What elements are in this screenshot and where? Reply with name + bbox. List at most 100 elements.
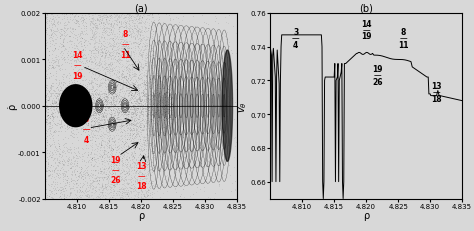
Point (66, 39, 74, 43)
Point (112, 45, 119, 49)
Point (141, 142, 148, 146)
Point (58, 63, 65, 67)
Point (194, 125, 201, 129)
Point (133, 67, 140, 70)
Point (138, 177, 146, 181)
Point (87, 80, 95, 84)
Point (128, 19, 136, 22)
Point (60, 113, 67, 117)
Point (152, 89, 160, 93)
Point (232, 32, 240, 36)
Point (56, 188, 64, 192)
Point (142, 96, 150, 100)
Point (132, 80, 139, 84)
Point (162, 107, 169, 111)
Point (82, 188, 89, 192)
Point (105, 56, 113, 60)
Point (62, 170, 70, 174)
Point (123, 13, 131, 17)
Point (124, 173, 132, 177)
Point (109, 148, 117, 152)
Point (114, 46, 121, 49)
Point (155, 35, 163, 38)
Point (96, 129, 103, 132)
Point (92, 176, 100, 180)
Point (104, 167, 112, 170)
Point (90, 87, 97, 91)
Point (107, 22, 115, 26)
Point (142, 98, 150, 102)
Point (48, 154, 55, 158)
Point (67, 62, 75, 66)
Point (113, 51, 121, 54)
Point (69, 156, 77, 160)
Point (109, 63, 116, 66)
Point (108, 115, 115, 118)
Point (161, 125, 168, 129)
Point (123, 158, 130, 162)
Point (90, 31, 97, 34)
Point (145, 61, 153, 64)
Point (134, 20, 141, 24)
Point (141, 142, 148, 146)
Point (50, 169, 57, 173)
Point (73, 182, 80, 186)
Point (99, 118, 107, 121)
Point (109, 117, 117, 120)
Point (139, 148, 147, 152)
Point (136, 106, 144, 110)
Point (165, 136, 173, 140)
Point (198, 14, 206, 18)
Point (136, 78, 144, 82)
Point (101, 140, 109, 144)
Point (73, 45, 81, 49)
Point (140, 124, 147, 128)
Point (83, 82, 91, 86)
Point (100, 28, 108, 32)
Point (50, 19, 58, 23)
Point (231, 135, 239, 139)
Point (43, 13, 51, 16)
Point (86, 24, 94, 27)
Point (137, 126, 144, 130)
Point (179, 59, 187, 63)
Point (47, 144, 55, 147)
Point (128, 118, 136, 122)
Point (151, 165, 158, 169)
Point (61, 161, 69, 164)
Point (89, 179, 96, 182)
Point (110, 45, 118, 49)
Point (70, 47, 78, 51)
Point (59, 176, 67, 179)
Point (137, 119, 144, 123)
Point (54, 65, 61, 69)
Point (51, 102, 59, 105)
Point (50, 116, 57, 119)
Point (130, 25, 138, 28)
Point (92, 110, 100, 113)
Point (114, 55, 122, 59)
Point (163, 117, 170, 121)
Point (144, 194, 151, 197)
Point (121, 23, 129, 27)
Point (43, 114, 50, 118)
Point (136, 76, 144, 80)
Point (148, 90, 155, 94)
Point (91, 160, 99, 163)
Point (118, 63, 126, 67)
Point (136, 160, 144, 164)
Point (87, 21, 95, 25)
Point (87, 97, 94, 101)
Point (104, 168, 111, 171)
Point (91, 120, 99, 124)
Point (107, 118, 115, 121)
Point (142, 189, 150, 193)
Point (50, 21, 58, 25)
Point (61, 104, 68, 107)
Point (67, 148, 75, 152)
Point (42, 177, 50, 181)
Point (136, 49, 144, 53)
Point (108, 146, 115, 149)
Point (83, 102, 91, 106)
Point (122, 26, 129, 30)
